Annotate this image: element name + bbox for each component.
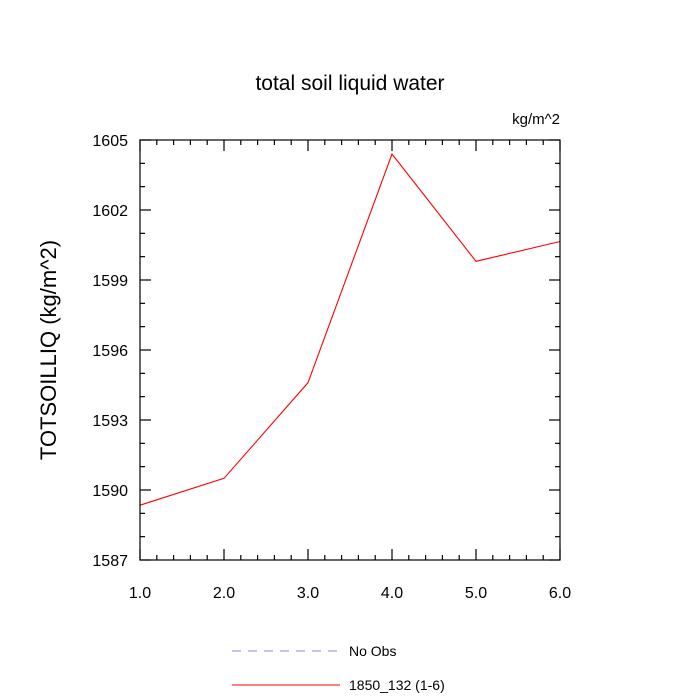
x-tick-label: 6.0 xyxy=(549,585,571,602)
series-line xyxy=(139,152,561,506)
plot-frame xyxy=(139,139,561,561)
tick-labels: 1.0 2.0 3.0 4.0 5.0 6.0 1587 1590 1593 1596 1599 16… xyxy=(92,133,571,602)
y-axis-label: TOTSOILLIQ (kg/m^2) xyxy=(36,240,61,460)
x-tick-label: 1.0 xyxy=(129,585,151,602)
y-tick-label: 1599 xyxy=(92,273,128,290)
x-tick-label: 2.0 xyxy=(213,585,235,602)
x-tick-label: 5.0 xyxy=(465,585,487,602)
legend: No Obs 1850_132 (1-6) xyxy=(232,643,445,693)
axis-ticks xyxy=(139,139,561,561)
x-tick-label: 4.0 xyxy=(381,585,403,602)
chart-title: total soil liquid water xyxy=(255,72,444,95)
legend-label: No Obs xyxy=(349,643,396,659)
y-tick-label: 1596 xyxy=(92,343,128,360)
plot-area xyxy=(139,152,561,506)
y-tick-label: 1605 xyxy=(92,133,128,150)
units-label: kg/m^2 xyxy=(512,111,560,128)
legend-label: 1850_132 (1-6) xyxy=(349,677,445,693)
x-tick-label: 3.0 xyxy=(297,585,319,602)
y-tick-label: 1602 xyxy=(92,203,128,220)
y-tick-label: 1590 xyxy=(92,483,128,500)
y-tick-label: 1593 xyxy=(92,413,128,430)
y-tick-label: 1587 xyxy=(92,553,128,570)
